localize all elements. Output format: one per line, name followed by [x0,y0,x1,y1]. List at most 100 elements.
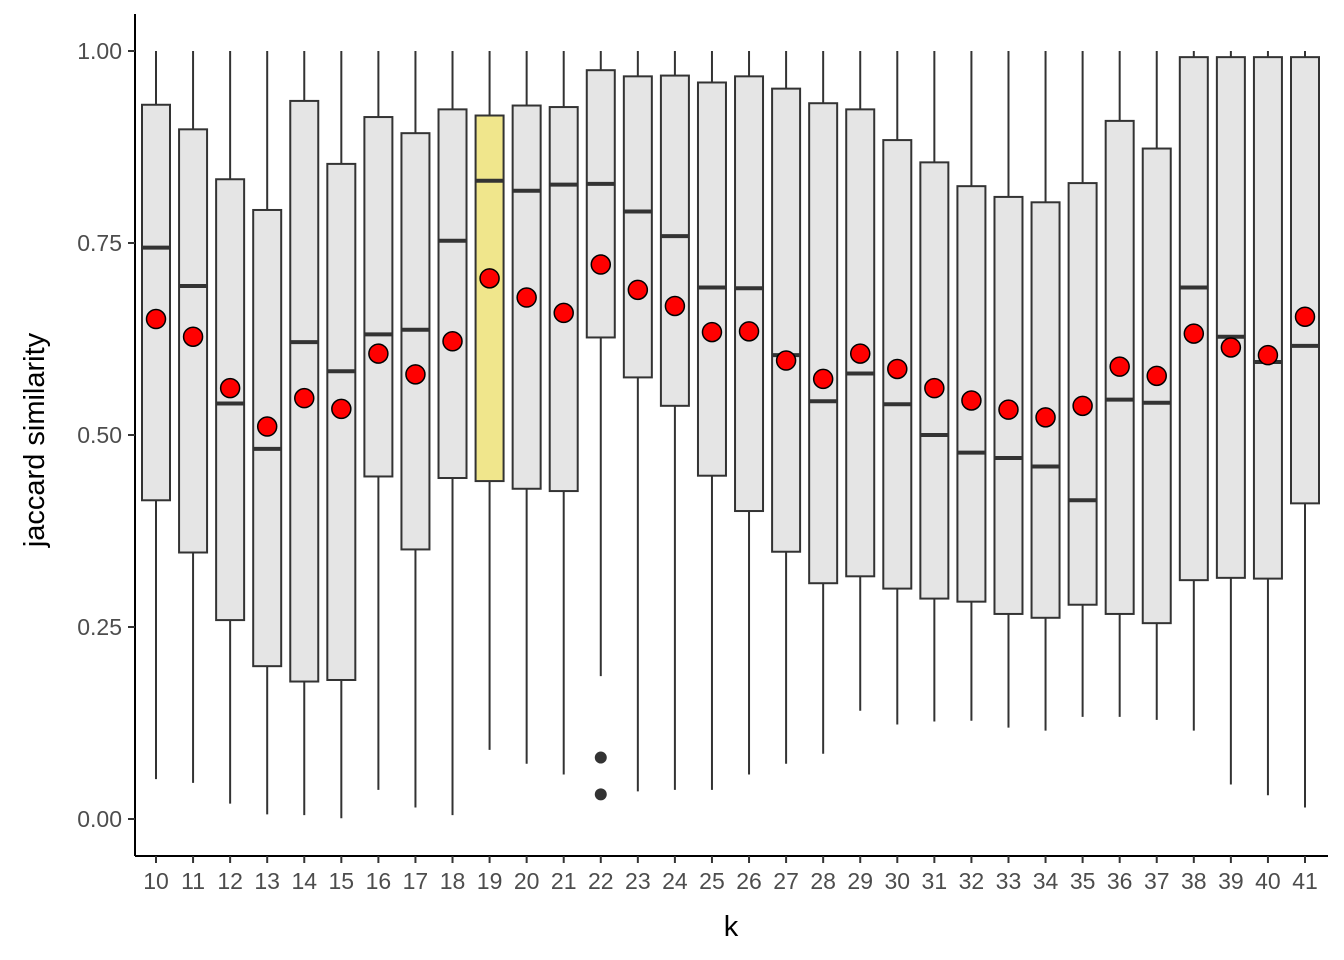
box-iqr [1178,56,1209,582]
box-iqr [1290,56,1320,505]
mean-point-k-20 [516,287,537,308]
mean-point-k-32 [961,390,982,411]
x-tick-label: 27 [773,868,799,894]
mean-point-k-22 [590,254,612,275]
x-tick-label: 29 [847,868,873,894]
box-iqr [252,208,283,668]
x-tick-label: 11 [181,868,205,894]
box-iqr [1215,56,1246,579]
box-k-21 [548,51,579,775]
mean-point-k-33 [998,399,1019,420]
x-tick-label: 17 [403,868,429,894]
box-k-40 [1252,51,1283,796]
box-iqr [734,75,765,513]
mean-point-k-18 [442,331,463,352]
x-tick-label: 32 [959,868,985,894]
mean-point-k-34 [1035,407,1056,428]
mean-point-k-19 [479,268,500,289]
mean-point-k-31 [924,377,945,399]
box-iqr [141,103,171,502]
y-tick-label: 0.00 [77,806,122,832]
mean-point-k-41 [1294,306,1316,327]
mean-point-k-16 [368,343,389,364]
box-iqr [437,108,468,480]
box-k-34 [1030,51,1061,731]
mean-points-layer [145,254,1316,437]
box-iqr [808,102,839,585]
box-k-11 [178,51,209,783]
y-tick-label: 0.50 [77,422,122,448]
box-iqr [215,178,246,622]
y-axis-title: jaccard similarity [19,332,51,548]
box-iqr [400,132,431,551]
mean-point-k-36 [1109,356,1130,377]
mean-point-k-21 [553,302,574,324]
box-iqr [474,114,505,483]
x-tick-label: 16 [366,868,392,894]
box-iqr [1067,182,1098,606]
x-axis: 10 11 12 13 14 15 16 17 18 19 20 21 22 23 24 25 26 27 28 29… [135,855,1328,894]
box-k-29 [845,51,876,711]
y-tick-label: 1.00 [77,38,122,64]
box-k-35 [1067,51,1098,717]
mean-point-k-15 [331,398,352,420]
x-tick-label: 37 [1144,868,1170,894]
mean-point-k-17 [405,364,426,385]
x-tick-label: 36 [1107,868,1133,894]
box-k-27 [771,51,802,764]
mean-point-k-10 [145,308,167,330]
x-tick-label: 38 [1181,868,1207,894]
box-k-22 [585,51,616,801]
mean-point-k-13 [256,416,278,437]
mean-point-k-24 [664,295,686,317]
box-k-19 [474,51,505,750]
mean-point-k-28 [812,368,834,390]
box-iqr [659,74,690,407]
x-tick-label: 19 [477,868,503,894]
box-k-25 [696,51,727,790]
mean-point-k-29 [849,343,871,364]
x-tick-label: 20 [514,868,540,894]
x-tick-label: 34 [1033,868,1059,894]
x-tick-label: 12 [217,868,243,894]
outlier-point [594,788,607,801]
box-k-10 [141,51,171,780]
mean-point-k-11 [182,326,204,347]
x-tick-label: 13 [254,868,280,894]
mean-point-k-23 [627,279,649,301]
box-k-36 [1104,51,1135,717]
mean-point-k-25 [701,321,723,343]
box-iqr [585,69,616,339]
box-iqr [548,106,579,493]
x-axis-title: k [724,911,739,943]
x-tick-label: 26 [736,868,762,894]
x-tick-label: 15 [329,868,355,894]
box-iqr [326,162,357,681]
y-tick-label: 0.75 [77,230,122,256]
box-k-14 [289,51,320,816]
box-k-33 [993,51,1024,728]
box-iqr [845,108,876,578]
mean-point-k-26 [738,321,760,342]
y-axis: 0.00 0.25 0.50 0.75 1.00 [77,14,136,856]
x-tick-label: 40 [1255,868,1281,894]
box-k-16 [363,51,394,790]
x-tick-label: 14 [291,868,317,894]
y-tick-label: 0.25 [77,614,122,640]
box-k-12 [215,51,246,804]
x-tick-label: 28 [810,868,836,894]
mean-point-k-12 [219,377,241,399]
x-tick-label: 35 [1070,868,1096,894]
box-k-20 [511,51,542,764]
box-k-13 [252,51,283,815]
x-tick-label: 30 [884,868,910,894]
box-k-18 [437,51,468,816]
box-iqr [622,75,653,379]
box-iqr [363,116,394,478]
x-tick-label: 31 [922,868,948,894]
box-k-17 [400,51,431,808]
box-k-38 [1178,51,1209,731]
box-k-26 [734,51,765,775]
box-k-39 [1215,51,1246,785]
